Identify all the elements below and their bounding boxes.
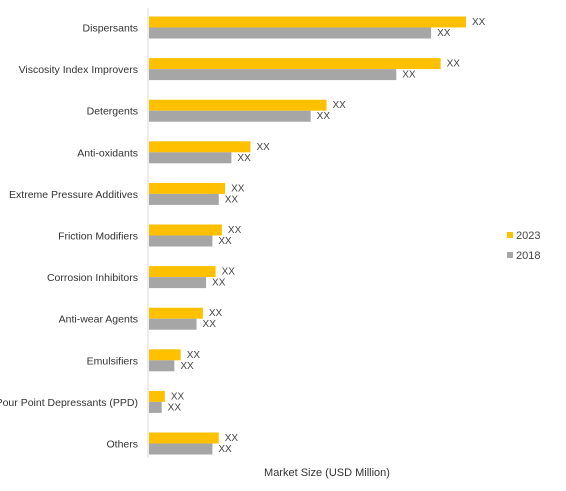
- bar-2023-emulsifiers: [149, 349, 181, 361]
- bar-2018-viscosity-index-improvers: [149, 69, 397, 81]
- bars: [149, 16, 466, 455]
- bar-2023-others: [149, 432, 219, 444]
- category-label-corrosion-inhibitors: Corrosion Inhibitors: [47, 272, 138, 284]
- bar-2023-corrosion-inhibitors: [149, 266, 216, 278]
- value-label-2023-emulsifiers: XX: [187, 350, 201, 361]
- bar-2018-emulsifiers: [149, 360, 175, 372]
- bar-2023-friction-modifiers: [149, 224, 222, 236]
- bar-2018-friction-modifiers: [149, 235, 213, 247]
- category-label-extreme-pressure-additives: Extreme Pressure Additives: [9, 189, 138, 201]
- value-label-2023-anti-wear-agents: XX: [209, 308, 223, 319]
- value-label-2023-detergents: XX: [333, 100, 347, 111]
- legend-label-2023: 2023: [516, 230, 540, 242]
- value-label-2018-anti-wear-agents: XX: [203, 319, 217, 330]
- value-label-2018-friction-modifiers: XX: [218, 236, 232, 247]
- category-label-friction-modifiers: Friction Modifiers: [58, 231, 138, 243]
- bar-2018-corrosion-inhibitors: [149, 277, 207, 289]
- category-label-anti-wear-agents: Anti-wear Agents: [59, 314, 138, 326]
- bar-2018-extreme-pressure-additives: [149, 193, 219, 205]
- category-label-detergents: Detergents: [87, 106, 138, 118]
- value-label-2018-anti-oxidants: XX: [237, 153, 251, 164]
- bar-2023-anti-oxidants: [149, 141, 251, 153]
- legend-swatch-2023: [507, 232, 513, 238]
- bar-2023-viscosity-index-improvers: [149, 58, 441, 70]
- bar-2018-others: [149, 443, 213, 455]
- value-label-2018-emulsifiers: XX: [180, 361, 194, 372]
- value-label-2018-dispersants: XX: [437, 28, 451, 39]
- x-axis-title: Market Size (USD Million): [264, 467, 390, 479]
- bar-2023-pour-point-depressants-ppd: [149, 390, 165, 402]
- bar-2018-anti-oxidants: [149, 152, 232, 164]
- bar-2023-extreme-pressure-additives: [149, 182, 226, 194]
- value-label-2023-dispersants: XX: [472, 17, 486, 28]
- bar-2018-pour-point-depressants-ppd: [149, 401, 162, 413]
- value-label-2023-viscosity-index-improvers: XX: [447, 59, 461, 70]
- legend-swatch-2018: [507, 252, 513, 258]
- value-label-2018-extreme-pressure-additives: XX: [225, 194, 239, 205]
- category-label-others: Others: [106, 439, 138, 451]
- value-label-2018-corrosion-inhibitors: XX: [212, 278, 226, 289]
- legend-label-2018: 2018: [516, 250, 540, 262]
- bar-2018-dispersants: [149, 27, 432, 39]
- category-label-anti-oxidants: Anti-oxidants: [77, 147, 138, 159]
- value-label-2023-pour-point-depressants-ppd: XX: [171, 391, 185, 402]
- bar-2023-anti-wear-agents: [149, 307, 203, 319]
- value-label-2023-anti-oxidants: XX: [256, 142, 270, 153]
- value-label-2018-viscosity-index-improvers: XX: [402, 70, 416, 81]
- legend: 2023 2018: [507, 230, 540, 262]
- bar-2018-detergents: [149, 110, 311, 122]
- bar-2018-anti-wear-agents: [149, 318, 197, 330]
- value-label-2023-others: XX: [225, 433, 239, 444]
- value-labels: XXXXXXXXXXXXXXXXXXXXXXXXXXXXXXXXXXXXXXXX…: [168, 17, 486, 455]
- bar-2023-detergents: [149, 99, 327, 111]
- value-label-2023-extreme-pressure-additives: XX: [231, 183, 245, 194]
- value-label-2023-friction-modifiers: XX: [228, 225, 242, 236]
- value-label-2018-detergents: XX: [317, 111, 331, 122]
- category-label-dispersants: Dispersants: [83, 23, 138, 35]
- value-label-2018-others: XX: [218, 444, 232, 455]
- category-label-pour-point-depressants-ppd: Pour Point Depressants (PPD): [0, 397, 138, 409]
- bar-2023-dispersants: [149, 16, 466, 28]
- value-label-2023-corrosion-inhibitors: XX: [222, 267, 236, 278]
- category-label-viscosity-index-improvers: Viscosity Index Improvers: [19, 64, 138, 76]
- value-label-2018-pour-point-depressants-ppd: XX: [168, 402, 182, 413]
- category-label-emulsifiers: Emulsifiers: [87, 355, 138, 367]
- category-labels: Dispersants Viscosity Index Improvers Dete…: [0, 23, 138, 451]
